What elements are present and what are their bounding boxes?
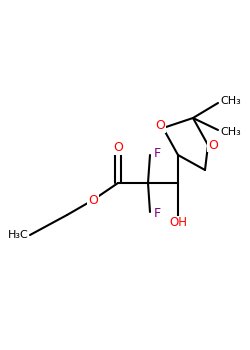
Text: F: F: [154, 207, 161, 220]
Text: H₃C: H₃C: [8, 230, 29, 240]
Text: OH: OH: [169, 217, 187, 230]
Text: O: O: [88, 194, 98, 206]
Text: CH₃: CH₃: [220, 127, 241, 138]
Text: CH₃: CH₃: [220, 96, 241, 105]
Text: F: F: [154, 147, 161, 160]
Text: O: O: [208, 139, 218, 152]
Text: O: O: [156, 119, 166, 132]
Text: O: O: [113, 141, 123, 154]
